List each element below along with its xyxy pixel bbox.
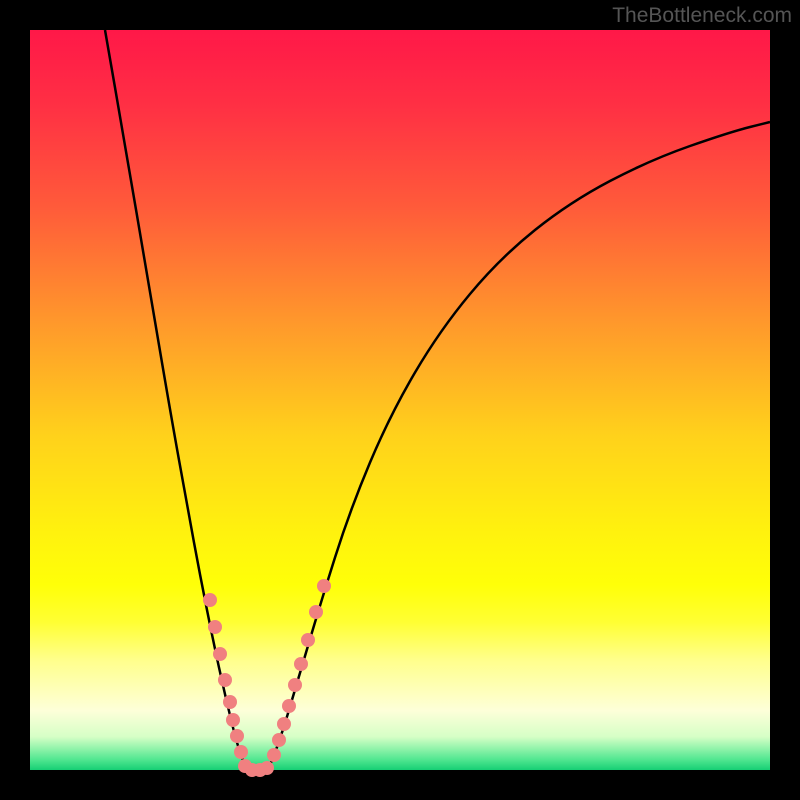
data-marker: [218, 673, 232, 687]
data-marker: [208, 620, 222, 634]
data-marker: [213, 647, 227, 661]
data-marker: [223, 695, 237, 709]
curve-left-branch: [105, 30, 247, 770]
data-marker: [234, 745, 248, 759]
data-marker: [260, 761, 274, 775]
data-marker: [272, 733, 286, 747]
data-marker: [301, 633, 315, 647]
bottleneck-curve: [30, 30, 770, 770]
plot-area: [30, 30, 770, 770]
data-marker: [277, 717, 291, 731]
curve-right-branch: [268, 122, 770, 770]
watermark-text: TheBottleneck.com: [612, 4, 792, 28]
data-marker: [226, 713, 240, 727]
data-marker: [309, 605, 323, 619]
data-marker: [317, 579, 331, 593]
data-marker: [294, 657, 308, 671]
data-marker: [267, 748, 281, 762]
data-marker: [288, 678, 302, 692]
data-markers: [203, 579, 331, 777]
chart-frame: TheBottleneck.com: [0, 0, 800, 800]
data-marker: [282, 699, 296, 713]
data-marker: [203, 593, 217, 607]
data-marker: [230, 729, 244, 743]
